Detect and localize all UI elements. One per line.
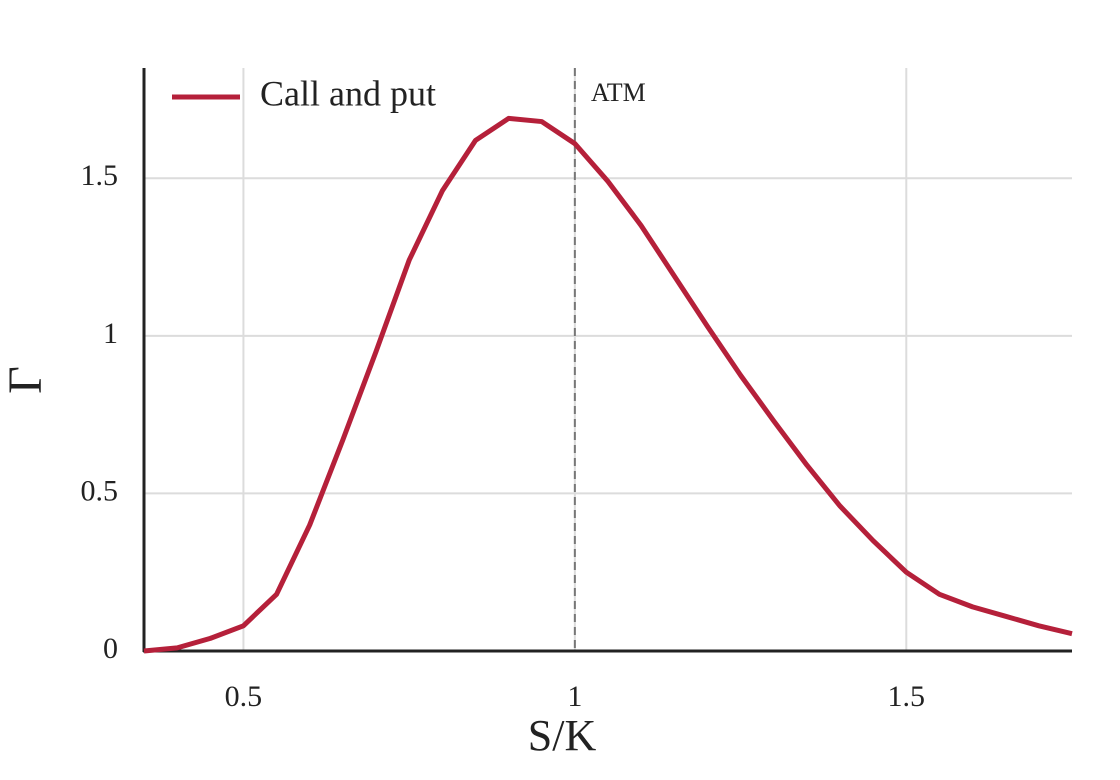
- y-tick-label: 1: [103, 317, 118, 350]
- x-tick-label: 1.5: [888, 680, 926, 713]
- x-tick-label: 0.5: [225, 680, 263, 713]
- line-series: [143, 115, 1073, 654]
- y-tick-label: 0.5: [81, 474, 119, 507]
- x-axis-label: S/K: [528, 711, 597, 760]
- y-axis-label: Γ: [0, 366, 52, 394]
- y-tick-label: 0: [103, 632, 118, 665]
- y-tick-label: 1.5: [81, 159, 119, 192]
- legend-label: Call and put: [260, 73, 436, 113]
- annotation: ATM: [591, 78, 646, 107]
- x-tick-label: 1: [567, 680, 582, 713]
